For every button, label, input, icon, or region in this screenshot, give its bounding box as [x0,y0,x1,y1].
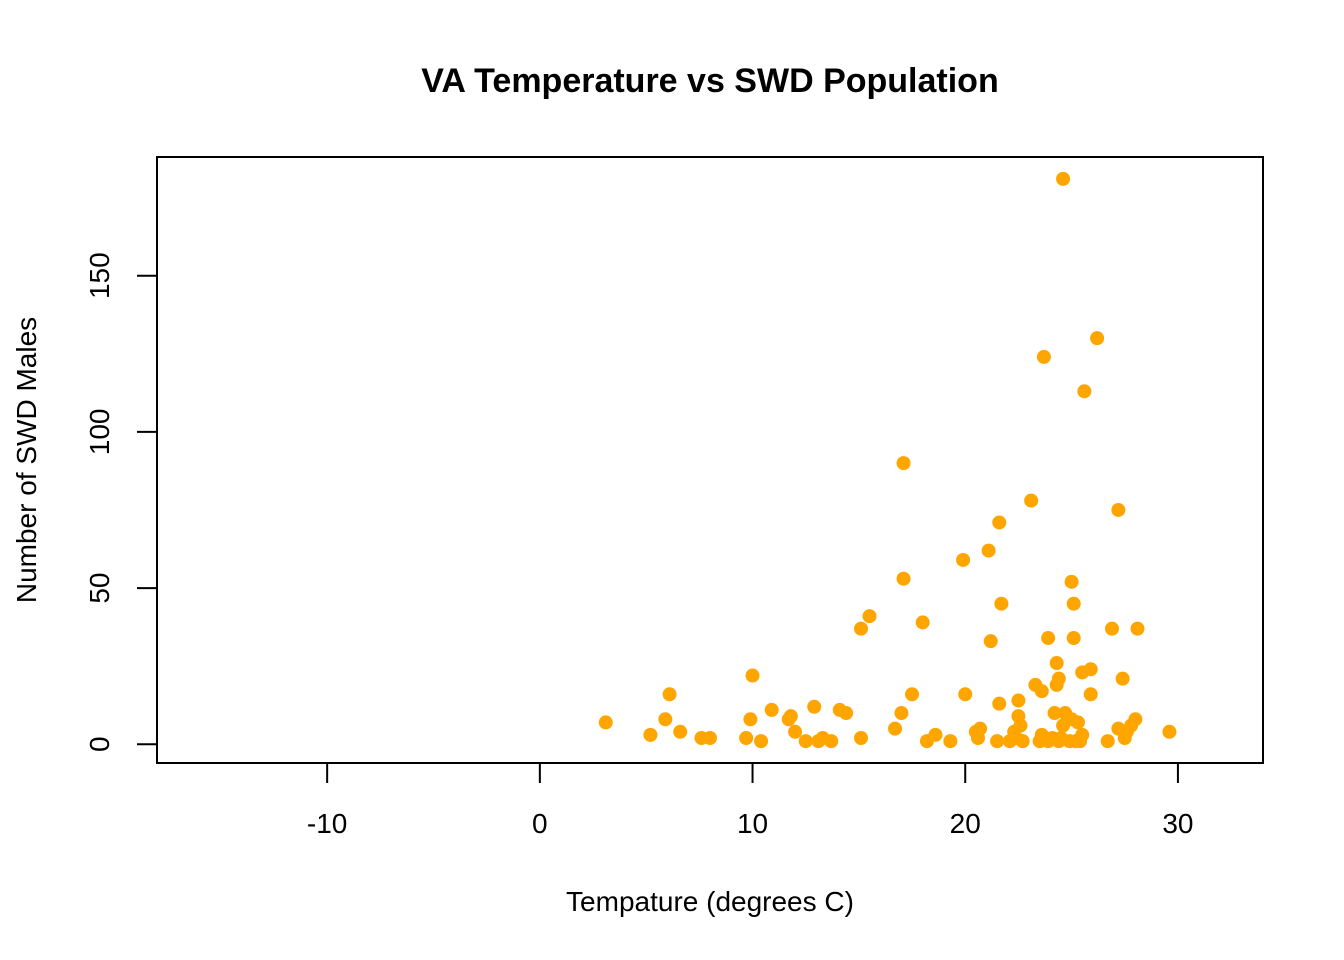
data-point [1011,693,1026,708]
data-point [943,734,958,749]
data-point [745,668,760,683]
data-point [1066,631,1081,646]
data-point [598,715,613,730]
data-point [990,734,1005,749]
data-point [1051,671,1066,686]
data-point [1077,384,1092,399]
data-point [1111,502,1126,517]
data-point [643,727,658,742]
x-tick-label: -10 [307,808,347,839]
data-point [783,709,798,724]
x-tick-label: 20 [950,808,981,839]
data-point [905,687,920,702]
data-point [983,634,998,649]
data-point [1064,574,1079,589]
chart-title: VA Temperature vs SWD Population [421,62,998,100]
data-point [662,687,677,702]
data-point [754,734,769,749]
data-point [764,702,779,717]
data-point [896,571,911,586]
data-point [1013,718,1028,733]
y-tick-label: 0 [84,736,115,752]
data-point [994,596,1009,611]
data-point [743,712,758,727]
data-point [839,706,854,721]
data-point [807,699,822,714]
x-tick-label: 10 [737,808,768,839]
data-point [673,724,688,739]
data-point [1070,715,1085,730]
data-point [1036,349,1051,364]
data-point [862,609,877,624]
data-point [1090,331,1105,346]
data-point [992,696,1007,711]
data-point [928,727,943,742]
y-tick-label: 150 [84,252,115,299]
data-point [1034,684,1049,699]
y-axis-label: Number of SWD Males [11,317,42,603]
data-point [703,731,717,746]
data-point [1115,671,1130,686]
data-point [658,712,673,727]
x-axis: -10 0 10 20 30 [307,762,1194,839]
data-point [894,706,909,721]
data-point [1047,706,1062,721]
data-point [888,721,903,736]
data-point [798,734,813,749]
data-point [896,456,911,471]
x-tick-label: 30 [1162,808,1193,839]
data-point [1100,734,1115,749]
data-point [958,687,973,702]
y-tick-label: 50 [84,572,115,603]
data-point [1083,687,1098,702]
data-point [1066,596,1081,611]
data-point [824,734,839,749]
data-point [1041,631,1056,646]
data-point [739,731,754,746]
data-point [1130,621,1145,636]
y-axis: 0 50 100 150 [84,252,158,752]
data-point [788,724,803,739]
x-tick-label: 0 [532,808,548,839]
y-tick-label: 100 [84,409,115,456]
data-point [1128,712,1143,727]
data-point [1015,734,1030,749]
data-point [854,621,869,636]
data-point [915,615,930,630]
data-point [973,721,988,736]
data-point [1083,662,1098,677]
data-point [1104,621,1119,636]
data-point [981,543,996,558]
data-point [956,552,971,567]
data-point [1049,656,1064,671]
x-axis-label: Tempature (degrees C) [566,886,854,917]
data-points [598,171,1177,749]
data-point [1056,171,1071,186]
data-point [1075,727,1090,742]
data-point [1162,724,1177,739]
data-point [992,515,1007,530]
data-point [1024,493,1039,508]
data-point [854,731,869,746]
